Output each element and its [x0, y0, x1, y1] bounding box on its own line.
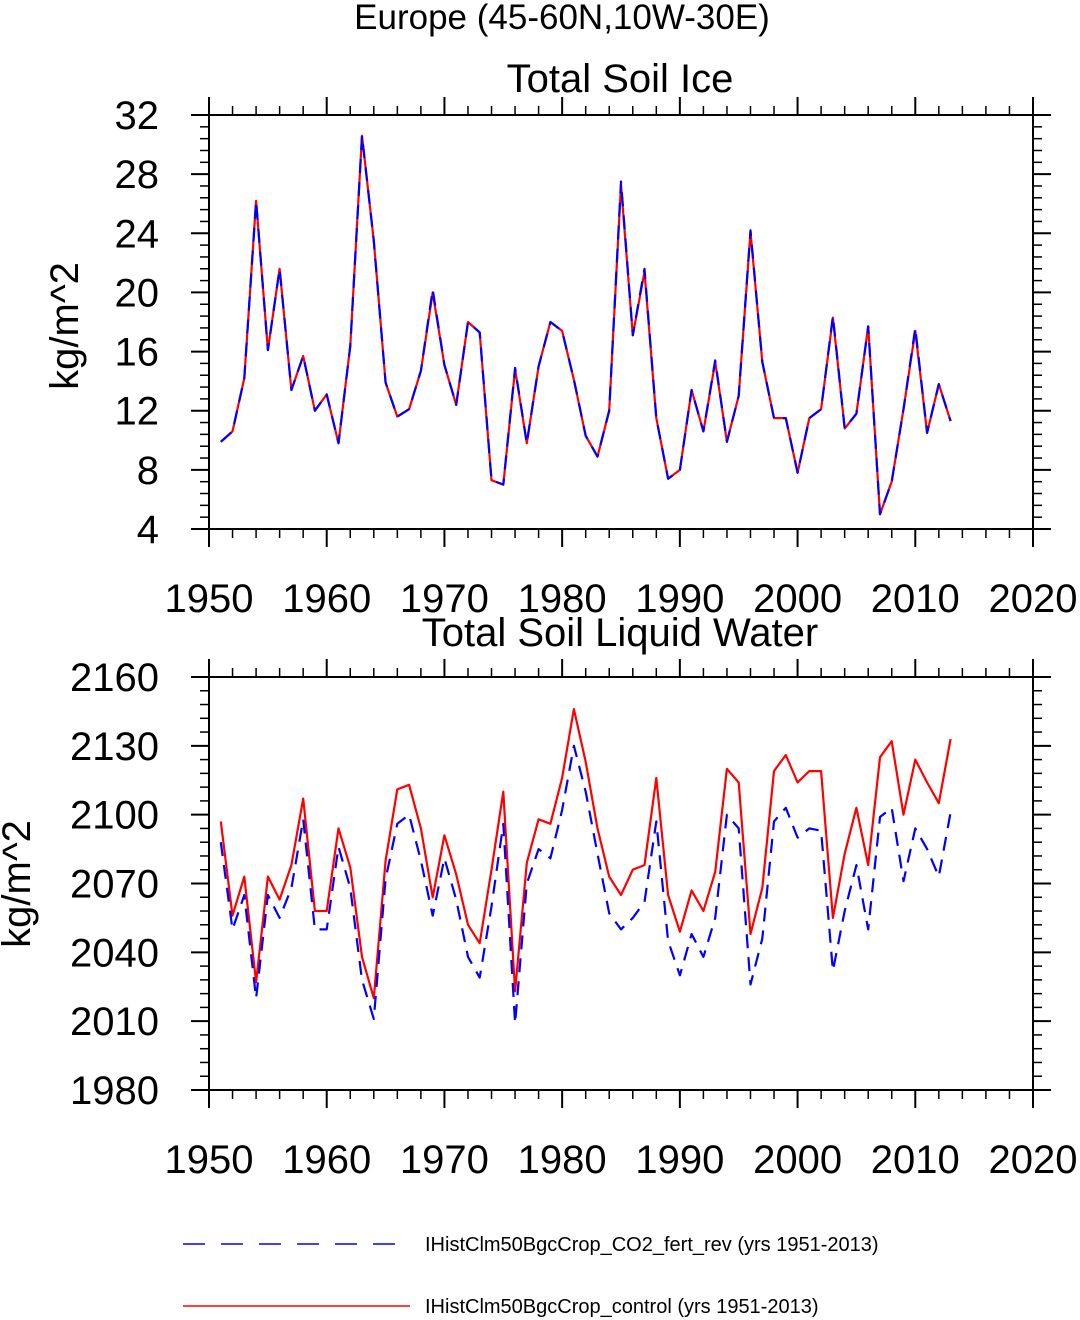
y-tick-label: 16: [115, 331, 160, 375]
x-tick-label: 1960: [282, 1138, 371, 1182]
y-tick-label: 8: [137, 449, 159, 493]
axis-ticks: [191, 659, 1051, 1108]
x-tick-label: 1980: [518, 577, 607, 621]
x-tick-label: 1990: [635, 1138, 724, 1182]
y-tick-label: 2160: [70, 656, 159, 700]
x-tick-label: 1970: [400, 577, 489, 621]
x-tick-label: 2020: [989, 577, 1078, 621]
legend-item: IHistClm50BgcCrop_CO2_fert_rev (yrs 1951…: [183, 1234, 879, 1256]
x-tick-label: 1980: [518, 1138, 607, 1182]
series-group: [220, 134, 952, 516]
y-tick-label: 2130: [70, 725, 159, 769]
y-tick-label: 24: [115, 212, 160, 256]
legend-label: IHistClm50BgcCrop_control (yrs 1951-2013…: [425, 1296, 819, 1318]
x-tick-label: 1960: [282, 577, 371, 621]
x-tick-label: 2000: [753, 577, 842, 621]
x-tick-label: 2010: [871, 1138, 960, 1182]
chart-title: Total Soil Liquid Water: [422, 611, 818, 655]
series-line-co2-fert-rev: [219, 744, 952, 1025]
y-tick-label: 2070: [70, 863, 159, 907]
x-tick-label: 2000: [753, 1138, 842, 1182]
series-line-control: [219, 707, 952, 1000]
y-tick-label: 1980: [70, 1069, 159, 1113]
x-tick-label: 1990: [635, 577, 724, 621]
legend: IHistClm50BgcCrop_CO2_fert_rev (yrs 1951…: [183, 1234, 879, 1318]
y-axis-label: kg/m^2: [0, 820, 39, 948]
axis-ticks: [191, 97, 1051, 547]
y-tick-label: 2040: [70, 931, 159, 975]
y-tick-label: 20: [115, 271, 160, 315]
legend-label: IHistClm50BgcCrop_CO2_fert_rev (yrs 1951…: [425, 1234, 879, 1256]
legend-item: IHistClm50BgcCrop_control (yrs 1951-2013…: [183, 1296, 819, 1318]
y-axis-label: kg/m^2: [43, 262, 87, 390]
y-tick-label: 12: [115, 390, 160, 434]
tick-labels: 1950 1960 1970 1980 1990 2000 2010 2020 1980 2010…: [70, 656, 1077, 1182]
x-tick-label: 1950: [165, 1138, 254, 1182]
x-tick-label: 2010: [871, 577, 960, 621]
page-title: Europe (45-60N,10W-30E): [354, 0, 770, 37]
y-tick-label: 2100: [70, 794, 159, 838]
plot-frame: [208, 114, 1034, 530]
x-tick-label: 2020: [989, 1138, 1078, 1182]
panel-soil-liquid-water: Total Soil Liquid Water kg/m^2 1950 1960 1…: [0, 611, 1077, 1182]
y-tick-label: 32: [115, 94, 160, 138]
chart-title: Total Soil Ice: [507, 57, 734, 101]
tick-labels: 1950 1960 1970 1980 1990 2000 2010 2020 4 8 12 16 20…: [115, 94, 1078, 621]
y-tick-label: 2010: [70, 1000, 159, 1044]
x-tick-label: 1950: [165, 577, 254, 621]
panel-soil-ice: Total Soil Ice kg/m^2 1950 1960 1970 1980 19…: [43, 57, 1077, 621]
x-tick-label: 1970: [400, 1138, 489, 1182]
y-tick-label: 4: [137, 508, 159, 552]
plot-frame: [208, 676, 1034, 1091]
series-line-control: [220, 134, 952, 516]
series-group: [219, 707, 952, 1025]
series-line-co2-fert-rev: [220, 134, 952, 516]
y-tick-label: 28: [115, 153, 160, 197]
